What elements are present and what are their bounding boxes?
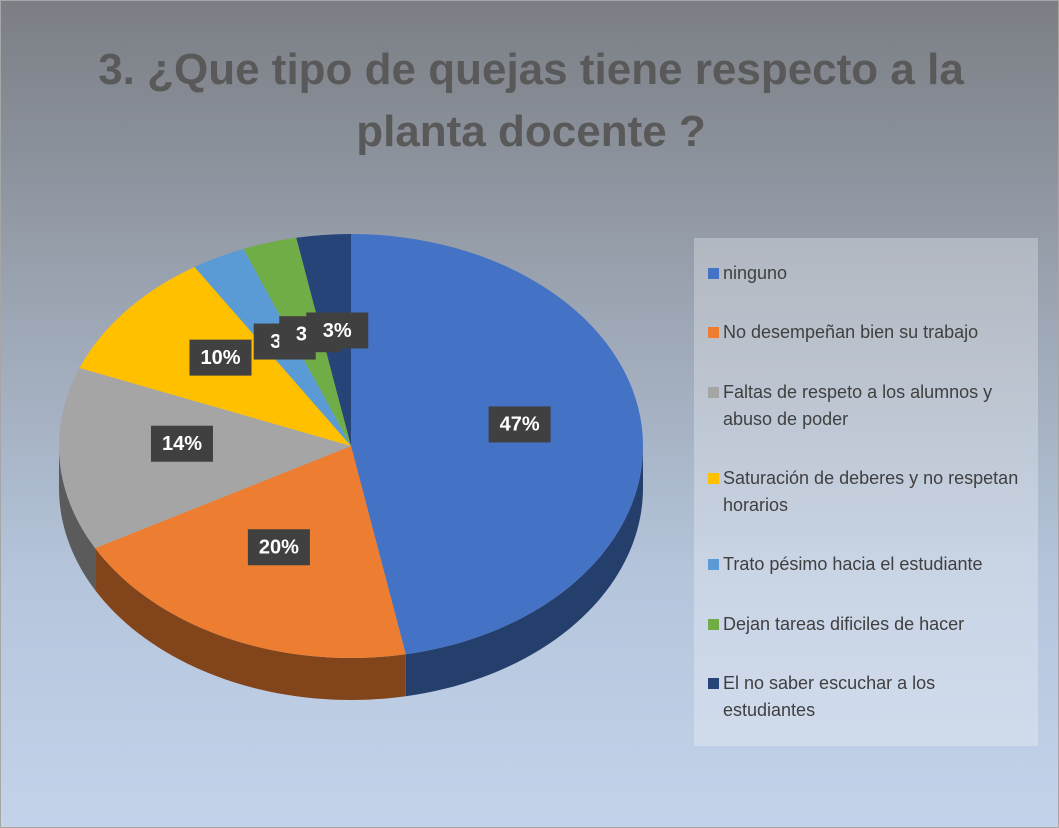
chart-title: 3. ¿Que tipo de quejas tiene respecto a … <box>98 45 964 156</box>
legend-label: Saturación de deberes y no respetan hora… <box>723 467 1019 515</box>
pie-slice <box>351 234 644 655</box>
data-label: 10% <box>200 347 240 369</box>
data-label: 3% <box>323 320 352 342</box>
legend-label: Dejan tareas dificiles de hacer <box>723 613 965 634</box>
legend-item: Dejan tareas dificiles de hacer <box>708 611 1028 638</box>
legend-label: Trato pésimo hacia el estudiante <box>723 554 983 575</box>
legend-item: Trato pésimo hacia el estudiante <box>708 551 1028 578</box>
legend-label: Faltas de respeto a los alumnos y abuso … <box>723 381 993 429</box>
legend-label: El no saber escuchar a los estudiantes <box>723 672 936 720</box>
legend: ninguno No desempeñan bien su trabajo Falt… <box>694 238 1038 746</box>
legend-label: No desempeñan bien su trabajo <box>723 322 979 343</box>
data-label-box <box>247 529 310 566</box>
data-label-box <box>306 312 369 349</box>
legend-label: ninguno <box>723 263 788 284</box>
data-label: 14% <box>162 433 202 455</box>
data-label: 20% <box>259 537 299 559</box>
legend-swatch <box>708 472 719 484</box>
pie-side <box>405 446 643 697</box>
pie-area: 47%20%14%10%3%3%3% <box>58 234 644 700</box>
legend-swatch <box>708 559 719 571</box>
legend-swatch <box>708 386 719 398</box>
legend-item: El no saber escuchar a los estudiantes <box>708 670 1028 724</box>
legend-swatch <box>708 677 719 689</box>
legend-item: Saturación de deberes y no respetan hora… <box>708 465 1028 519</box>
pie-side <box>59 446 96 591</box>
legend-item: Faltas de respeto a los alumnos y abuso … <box>708 379 1028 433</box>
legend-item: No desempeñan bien su trabajo <box>708 319 1028 346</box>
legend-swatch <box>708 618 719 630</box>
legend-swatch <box>708 268 719 280</box>
legend-item: ninguno <box>708 260 1028 287</box>
pie-side <box>95 548 406 700</box>
data-label-box <box>189 339 252 376</box>
data-label-box <box>150 425 213 462</box>
legend-swatch <box>708 327 719 339</box>
data-label-box <box>488 406 551 443</box>
data-label: 47% <box>500 414 540 436</box>
